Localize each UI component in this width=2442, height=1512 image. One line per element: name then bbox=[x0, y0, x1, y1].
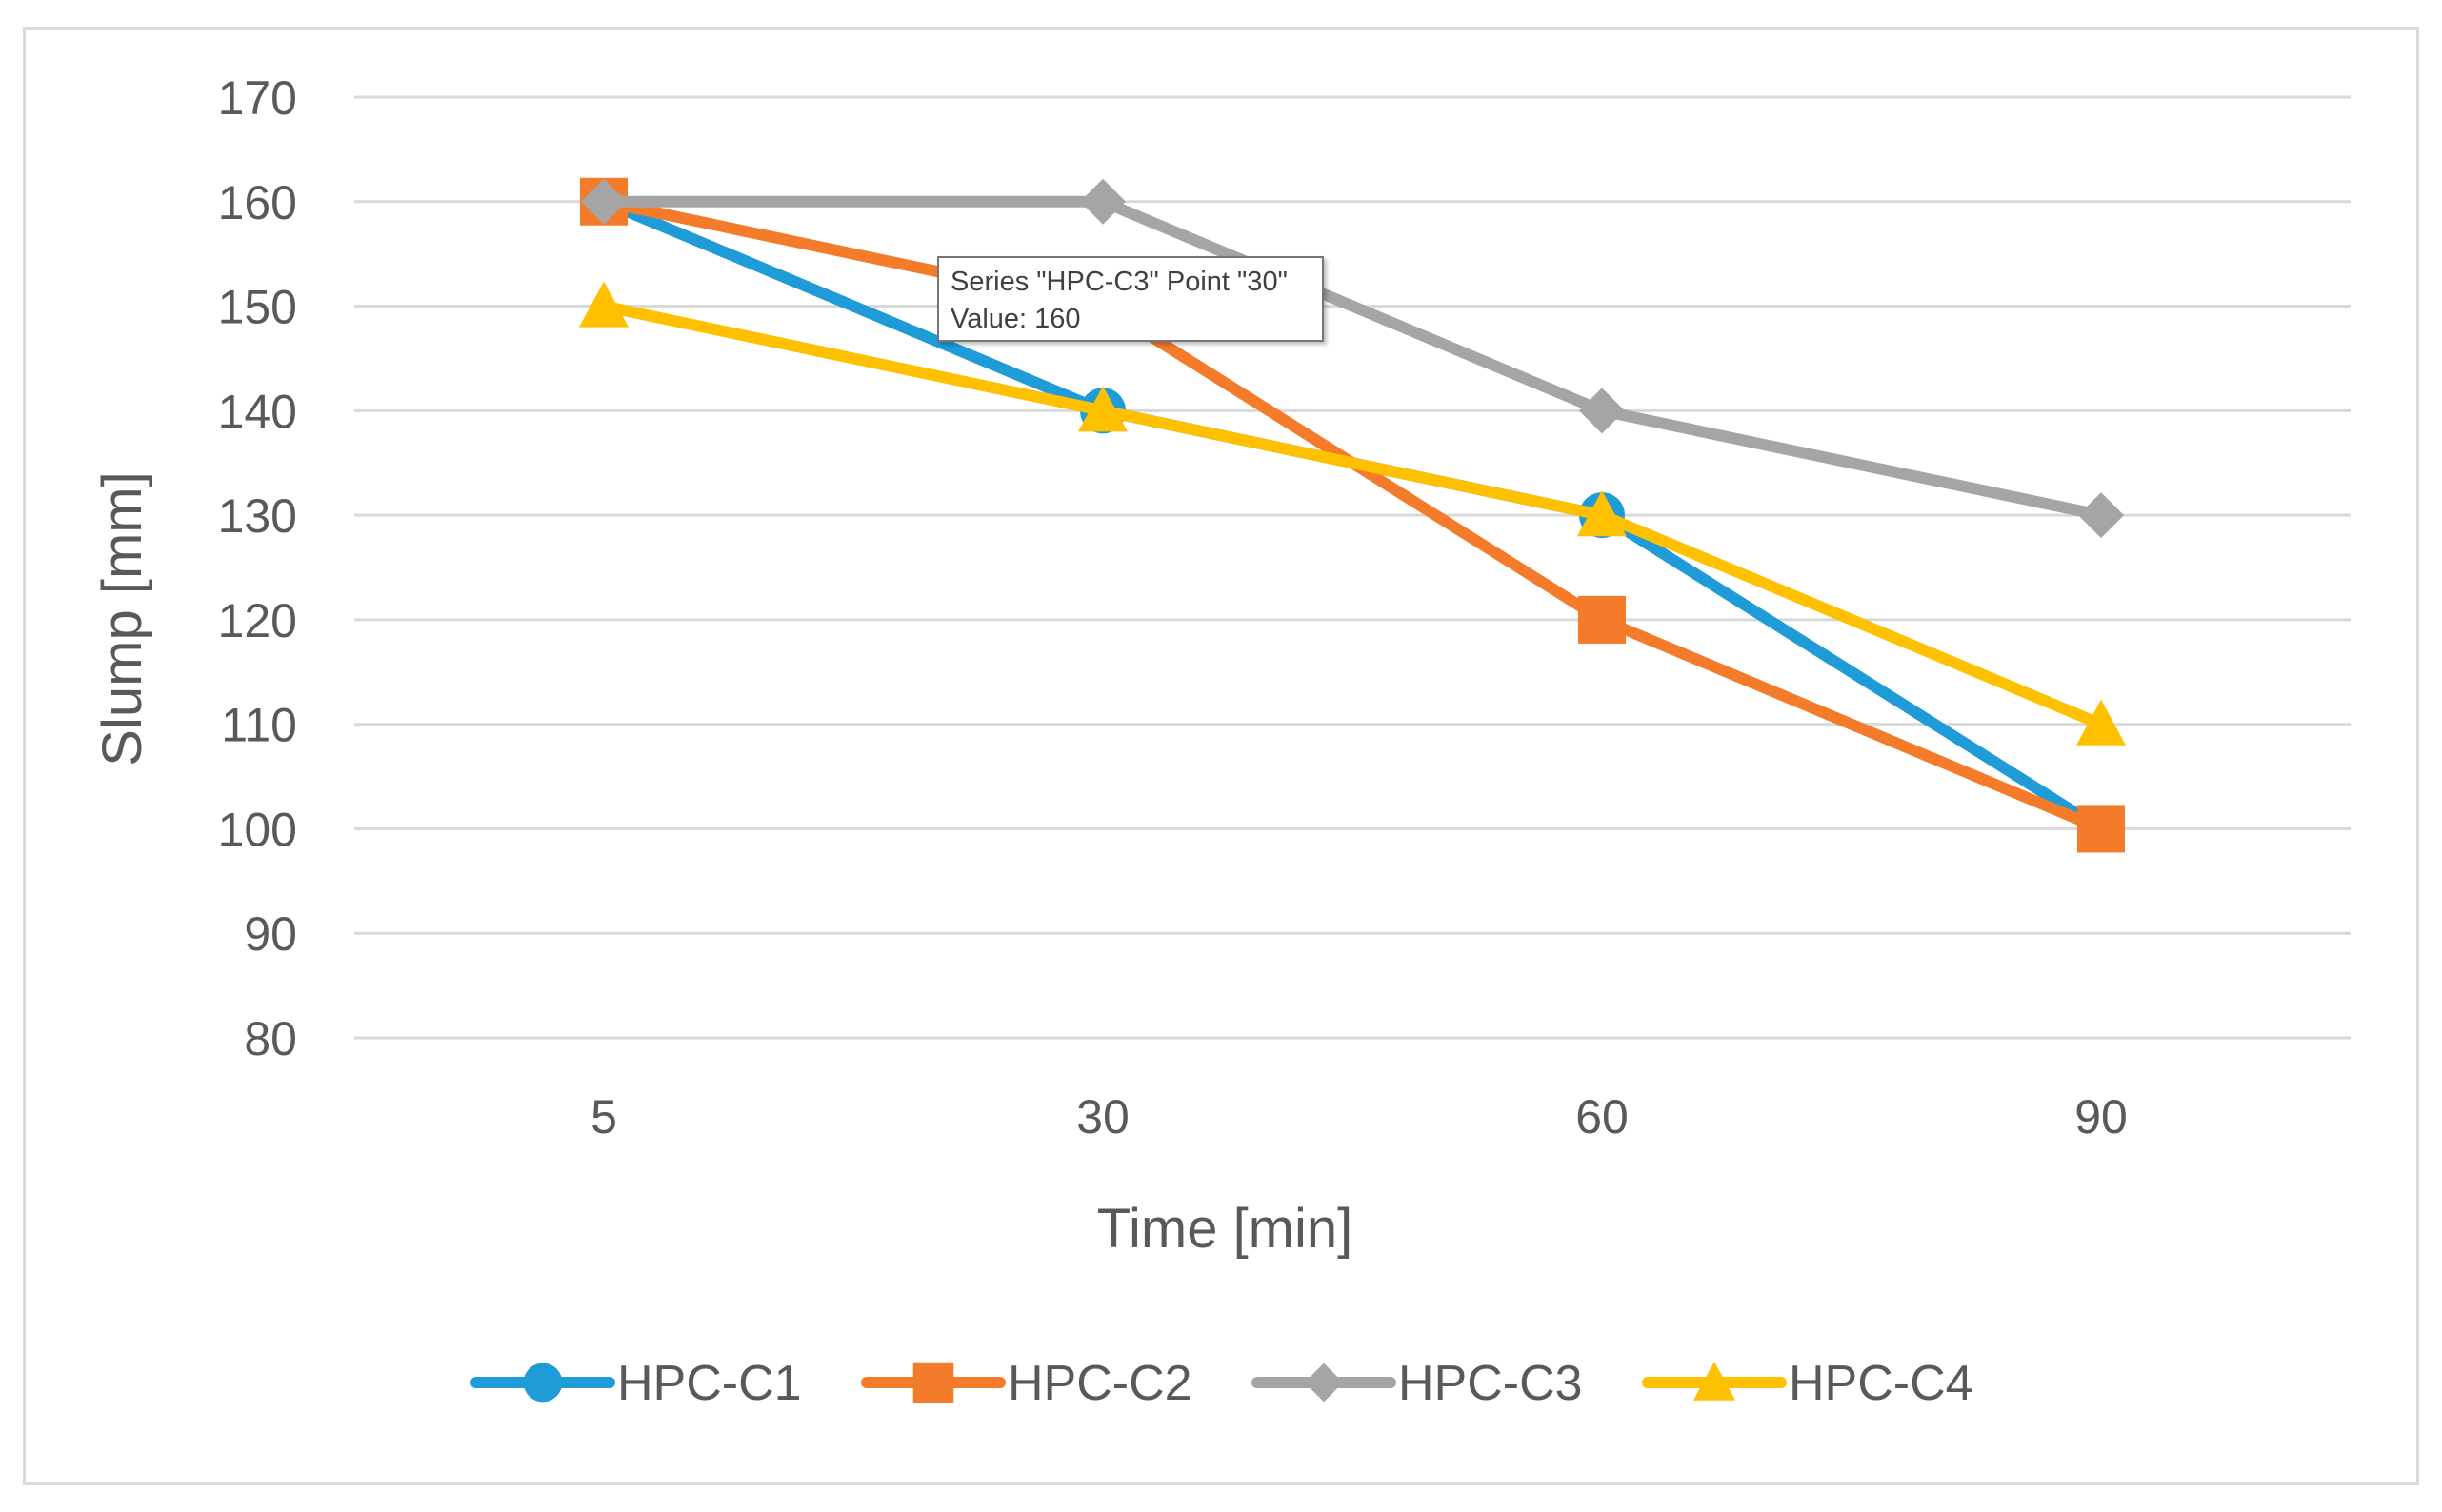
tooltip-value: Value: 160 bbox=[951, 304, 1081, 334]
legend-label: HPC-C1 bbox=[617, 1356, 802, 1411]
data-point-triangle[interactable] bbox=[1078, 386, 1128, 432]
gridlines bbox=[354, 95, 2351, 1040]
legend-marker bbox=[523, 1363, 563, 1403]
y-tick-label: 150 bbox=[218, 281, 297, 334]
data-point-tooltip: Series "HPC-C3" Point "30" Value: 160 bbox=[937, 256, 1324, 342]
data-point-square[interactable] bbox=[2077, 805, 2125, 853]
series-line bbox=[598, 195, 2107, 522]
data-point-diamond[interactable] bbox=[1579, 388, 1625, 434]
y-axis-title: Slump [mm] bbox=[91, 471, 153, 766]
y-tick-label: 160 bbox=[218, 176, 297, 229]
data-point-square[interactable] bbox=[1578, 595, 1626, 644]
series-group bbox=[579, 177, 2126, 853]
x-tick-label: 30 bbox=[1076, 1090, 1130, 1144]
y-axis-ticks: 80 90 100 110 120 130 140 150 160 170 bbox=[218, 71, 297, 1065]
x-axis-ticks: 5 30 60 90 bbox=[590, 1090, 2128, 1144]
data-point-triangle[interactable] bbox=[579, 281, 629, 328]
y-tick-label: 110 bbox=[221, 699, 297, 752]
y-tick-label: 90 bbox=[244, 907, 297, 961]
tooltip-series-point: Series "HPC-C3" Point "30" bbox=[951, 267, 1288, 297]
legend-marker bbox=[1692, 1361, 1736, 1401]
series-line bbox=[598, 300, 2107, 730]
legend-label: HPC-C4 bbox=[1789, 1356, 1973, 1411]
data-point-triangle[interactable] bbox=[1577, 490, 1627, 537]
legend-item[interactable]: HPC-C2 bbox=[861, 1356, 1192, 1411]
y-tick-label: 170 bbox=[218, 71, 297, 125]
x-tick-label: 5 bbox=[590, 1090, 617, 1144]
y-tick-label: 120 bbox=[218, 594, 297, 647]
data-point-diamond[interactable] bbox=[1080, 178, 1126, 225]
data-point-diamond[interactable] bbox=[2078, 492, 2124, 539]
series-hpc-c3 bbox=[581, 178, 2124, 539]
tooltip-box bbox=[937, 256, 1324, 342]
data-point-diamond[interactable] bbox=[581, 178, 627, 225]
y-tick-label: 100 bbox=[218, 803, 297, 856]
legend-item[interactable]: HPC-C4 bbox=[1642, 1356, 1973, 1411]
legend-item[interactable]: HPC-C1 bbox=[470, 1356, 802, 1411]
legend: HPC-C1 HPC-C2 HPC-C3 HPC-C4 bbox=[470, 1356, 1973, 1411]
legend-marker bbox=[1304, 1363, 1344, 1403]
legend-item[interactable]: HPC-C3 bbox=[1251, 1356, 1583, 1411]
y-tick-label: 140 bbox=[218, 385, 297, 438]
x-tick-label: 60 bbox=[1575, 1090, 1629, 1144]
legend-label: HPC-C2 bbox=[1008, 1356, 1192, 1411]
x-axis-title: Time [min] bbox=[1097, 1198, 1353, 1260]
y-tick-label: 130 bbox=[218, 489, 297, 543]
x-tick-label: 90 bbox=[2074, 1090, 2128, 1144]
series-hpc-c4 bbox=[579, 281, 2126, 746]
legend-label: HPC-C3 bbox=[1398, 1356, 1583, 1411]
y-tick-label: 80 bbox=[244, 1012, 297, 1065]
legend-marker bbox=[912, 1362, 954, 1403]
data-point-triangle[interactable] bbox=[2076, 699, 2126, 746]
